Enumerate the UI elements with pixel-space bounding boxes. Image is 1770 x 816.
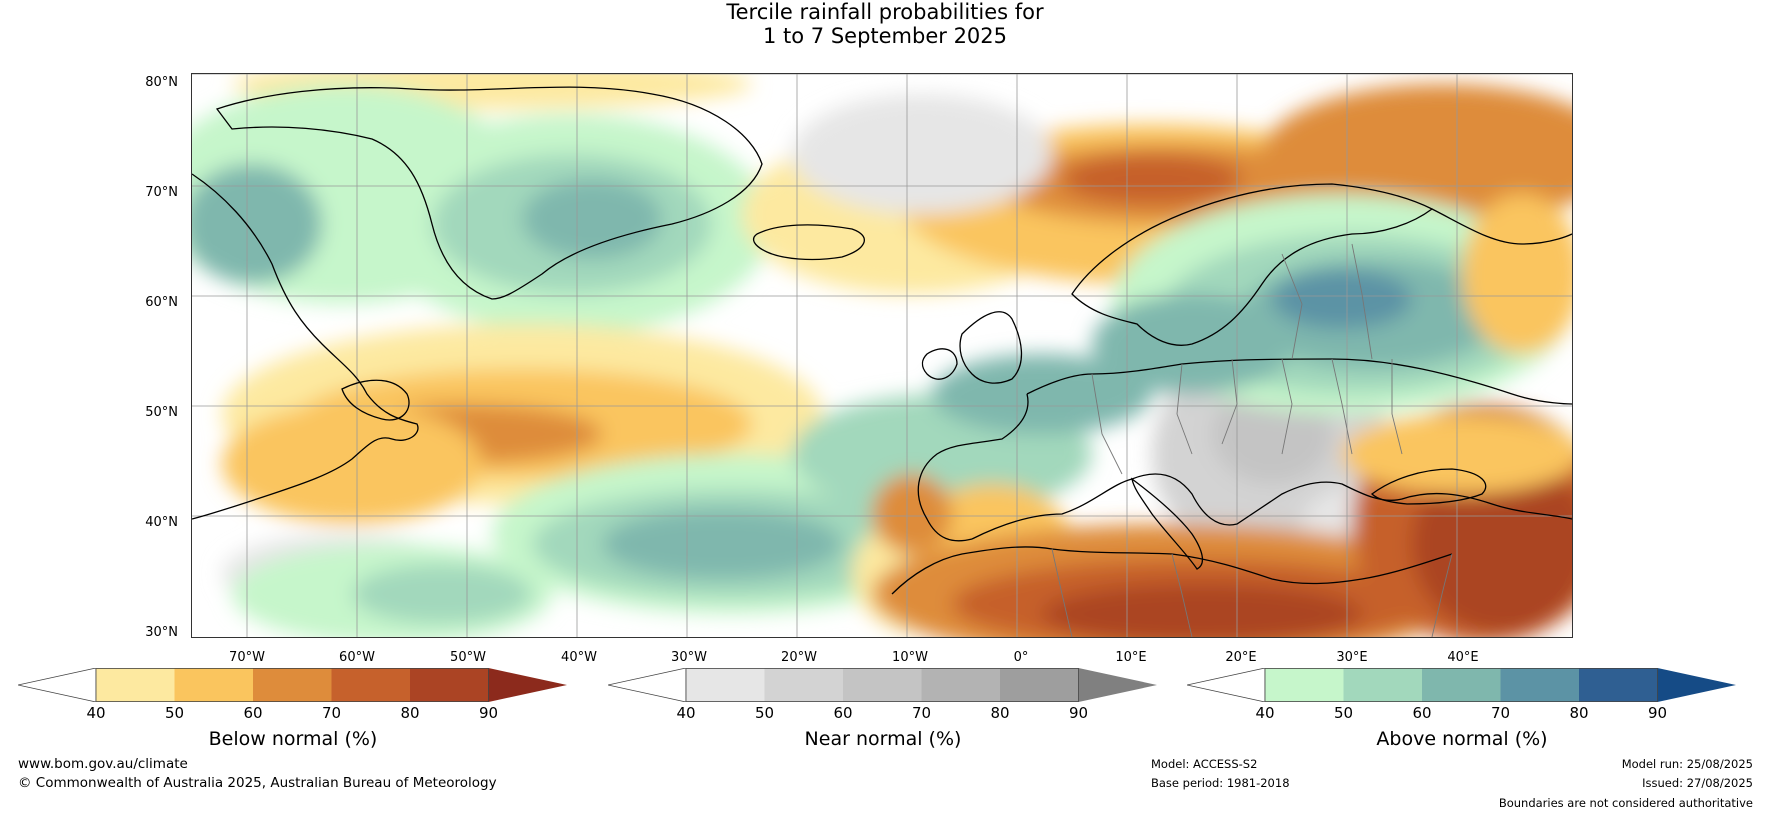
issued-date: Issued: 27/08/2025 (1642, 776, 1753, 790)
lon-label-10e: 10°E (1115, 650, 1147, 665)
probability-field (192, 74, 1572, 637)
colorbar-above-normal-low-extend (1187, 668, 1266, 702)
lon-label-10w: 10°W (892, 650, 928, 665)
country-borders (1051, 243, 1453, 637)
colorbar-above-normal-bin-70-80 (1500, 668, 1579, 702)
colorbar-below-normal-label: Below normal (%) (208, 728, 378, 750)
colorbar-tick: 70 (321, 704, 342, 722)
colorbar-below-normal-bin-50-60 (174, 668, 253, 702)
model-run-date: Model run: 25/08/2025 (1621, 757, 1753, 771)
lon-label-30w: 30°W (671, 650, 707, 665)
boundaries-disclaimer: Boundaries are not considered authoritat… (1498, 796, 1753, 810)
colorbar-tick: 40 (86, 704, 106, 722)
map-title: Tercile rainfall probabilities for 1 to … (0, 0, 1770, 48)
lat-label-40n: 40°N (145, 515, 178, 530)
colorbar-tick: 80 (1569, 704, 1589, 722)
colorbar-near-normal-label: Near normal (%) (804, 728, 962, 750)
colorbar-below-normal-bin-60-70 (253, 668, 332, 702)
copyright-notice: © Commonwealth of Australia 2025, Austra… (18, 775, 497, 791)
colorbar-above-normal-bin-60-70 (1422, 668, 1501, 702)
colorbar-above-normal-bin-80-90 (1579, 668, 1658, 702)
colorbar-above-normal-bin-40-50 (1265, 668, 1344, 702)
lat-label-60n: 60°N (145, 295, 178, 310)
colorbar-tick: 70 (1490, 704, 1511, 722)
colorbar-tick: 90 (478, 704, 499, 722)
lon-label-70w: 70°W (229, 650, 265, 665)
colorbar-tick: 40 (676, 704, 696, 722)
lon-label-30e: 30°E (1336, 650, 1368, 665)
lon-label-40w: 40°W (561, 650, 597, 665)
rainfall-probability-map (191, 73, 1573, 638)
title-line-2: 1 to 7 September 2025 (762, 24, 1008, 48)
colorbar-below-normal-low-extend (18, 668, 97, 702)
colorbar-below-normal-bin-40-50 (96, 668, 175, 702)
colorbar-tick: 80 (400, 704, 420, 722)
colorbar-tick: 70 (911, 704, 932, 722)
colorbar-near-normal-high-extend (1078, 668, 1157, 702)
base-period: Base period: 1981-2018 (1151, 776, 1290, 790)
lon-label-20w: 20°W (781, 650, 817, 665)
lat-label-70n: 70°N (145, 185, 178, 200)
colorbar-tick: 50 (754, 704, 775, 722)
colorbar-tick: 50 (164, 704, 185, 722)
website-link[interactable]: www.bom.gov.au/climate (18, 756, 188, 772)
lon-label-50w: 50°W (450, 650, 486, 665)
colorbar-tick: 60 (833, 704, 853, 722)
colorbar-above-normal-bin-50-60 (1343, 668, 1422, 702)
lat-label-50n: 50°N (145, 405, 178, 420)
colorbar-below-normal-high-extend (488, 668, 567, 702)
colorbar-above-normal-high-extend (1657, 668, 1736, 702)
colorbar-tick: 40 (1255, 704, 1275, 722)
colorbar-below-normal-bin-70-80 (331, 668, 410, 702)
colorbar-below-normal-bin-80-90 (410, 668, 489, 702)
map-canvas (192, 74, 1572, 637)
lat-label-80n: 80°N (145, 75, 178, 90)
colorbar-above-normal-label: Above normal (%) (1376, 728, 1548, 750)
colorbar-tick: 50 (1333, 704, 1354, 722)
colorbar-tick: 90 (1647, 704, 1668, 722)
colorbar-near-normal-bin-80-90 (1000, 668, 1079, 702)
colorbar-below-normal (18, 668, 567, 702)
colorbar-tick: 80 (990, 704, 1010, 722)
graticule (192, 74, 1572, 637)
lon-label-0: 0° (1013, 650, 1029, 665)
lon-label-20e: 20°E (1225, 650, 1257, 665)
title-line-1: Tercile rainfall probabilities for (726, 0, 1044, 24)
colorbar-near-normal-bin-50-60 (764, 668, 843, 702)
colorbar-above-normal (1187, 668, 1736, 702)
colorbar-tick: 60 (243, 704, 263, 722)
lat-label-30n: 30°N (145, 625, 178, 640)
colorbar-near-normal (608, 668, 1157, 702)
colorbar-near-normal-bin-70-80 (921, 668, 1000, 702)
colorbar-tick: 90 (1068, 704, 1089, 722)
lon-label-40e: 40°E (1447, 650, 1479, 665)
colorbar-near-normal-low-extend (608, 668, 687, 702)
colorbar-near-normal-bin-40-50 (686, 668, 765, 702)
colorbar-tick: 60 (1412, 704, 1432, 722)
model-name: Model: ACCESS-S2 (1151, 757, 1258, 771)
colorbar-near-normal-bin-60-70 (843, 668, 922, 702)
lon-label-60w: 60°W (339, 650, 375, 665)
